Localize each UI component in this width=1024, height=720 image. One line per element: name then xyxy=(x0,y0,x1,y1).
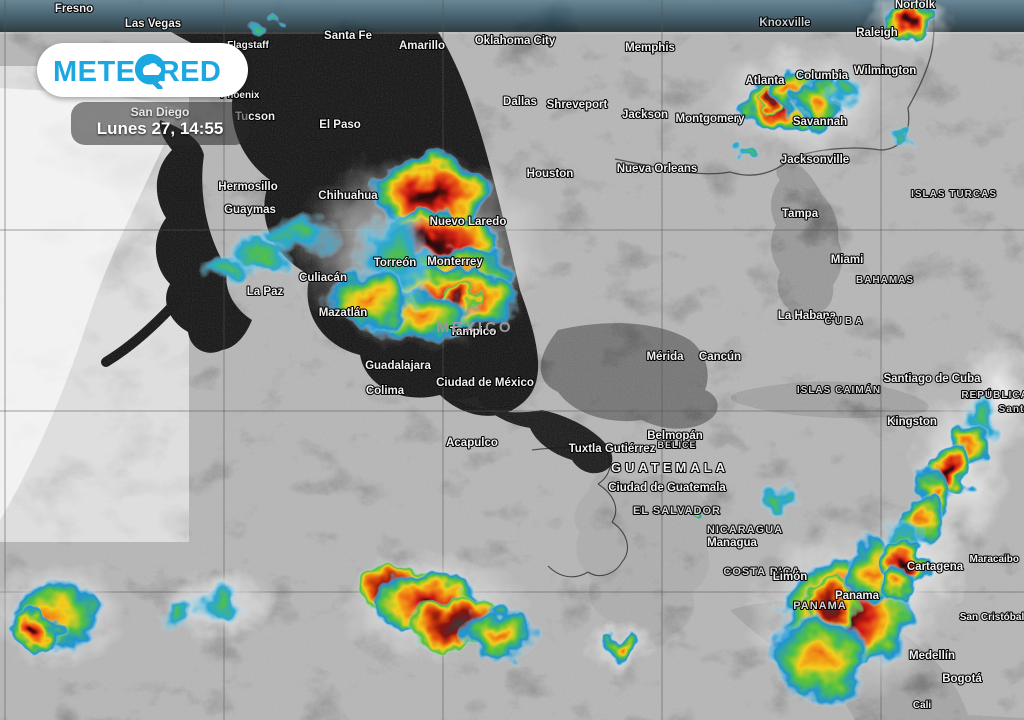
svg-text:Hermosillo: Hermosillo xyxy=(218,181,277,193)
svg-text:Monterrey: Monterrey xyxy=(427,256,483,268)
svg-text:Miami: Miami xyxy=(831,254,864,266)
svg-text:Shreveport: Shreveport xyxy=(547,99,608,111)
svg-text:Panama: Panama xyxy=(835,590,880,602)
svg-text:Houston: Houston xyxy=(527,168,574,180)
svg-text:Knoxville: Knoxville xyxy=(759,17,810,29)
svg-text:Montgomery: Montgomery xyxy=(676,113,746,125)
svg-text:GUATEMALA: GUATEMALA xyxy=(611,460,729,475)
svg-text:Memphis: Memphis xyxy=(625,42,675,54)
svg-text:El Paso: El Paso xyxy=(319,119,361,131)
svg-text:Limón: Limón xyxy=(773,571,808,583)
svg-text:Bogotá: Bogotá xyxy=(942,673,982,685)
svg-text:Amarillo: Amarillo xyxy=(399,40,445,52)
svg-text:Santa Fe: Santa Fe xyxy=(324,30,372,42)
svg-text:Mérida: Mérida xyxy=(646,351,684,363)
svg-text:Colima: Colima xyxy=(366,385,405,397)
svg-text:Raleigh: Raleigh xyxy=(856,27,898,39)
svg-text:Managua: Managua xyxy=(707,537,757,549)
svg-text:ISLAS TURCAS: ISLAS TURCAS xyxy=(911,189,997,200)
svg-text:Cancún: Cancún xyxy=(699,351,741,363)
svg-text:EL SALVADOR: EL SALVADOR xyxy=(633,505,721,517)
svg-text:Kingston: Kingston xyxy=(887,416,937,428)
svg-text:Savannah: Savannah xyxy=(793,116,847,128)
svg-text:Mazatlán: Mazatlán xyxy=(319,307,368,319)
svg-text:Nueva Orleans: Nueva Orleans xyxy=(617,163,698,175)
svg-text:Fresno: Fresno xyxy=(55,3,93,15)
svg-text:Nuevo Laredo: Nuevo Laredo xyxy=(430,216,507,228)
svg-text:Columbia: Columbia xyxy=(796,70,849,82)
svg-text:Guaymas: Guaymas xyxy=(224,204,276,216)
svg-text:Santiago de Cuba: Santiago de Cuba xyxy=(883,373,981,385)
svg-text:Norfolk: Norfolk xyxy=(895,0,936,11)
svg-text:REPÚBLICA: REPÚBLICA xyxy=(961,388,1024,401)
svg-text:Guadalajara: Guadalajara xyxy=(365,360,431,372)
svg-text:Jackson: Jackson xyxy=(622,109,668,121)
svg-text:Tampa: Tampa xyxy=(782,208,819,220)
svg-text:Chihuahua: Chihuahua xyxy=(318,190,378,202)
svg-text:Ciudad de México: Ciudad de México xyxy=(436,377,534,389)
svg-text:Medellín: Medellín xyxy=(909,650,955,662)
svg-text:Maracaibo: Maracaibo xyxy=(970,554,1019,565)
svg-text:Cartagena: Cartagena xyxy=(907,561,964,573)
svg-text:Santo: Santo xyxy=(999,404,1024,415)
svg-text:Acapulco: Acapulco xyxy=(446,437,498,449)
svg-text:ISLAS CAIMÁN: ISLAS CAIMÁN xyxy=(797,383,881,396)
svg-text:Cali: Cali xyxy=(913,700,932,711)
svg-text:CUBA: CUBA xyxy=(825,316,866,327)
svg-text:Culiacán: Culiacán xyxy=(299,272,347,284)
svg-text:Torreón: Torreón xyxy=(374,257,417,269)
svg-text:NICARAGUA: NICARAGUA xyxy=(707,524,783,536)
svg-text:Jacksonville: Jacksonville xyxy=(781,154,849,166)
svg-text:Tuxtla Gutiérrez: Tuxtla Gutiérrez xyxy=(569,443,656,455)
svg-text:La Paz: La Paz xyxy=(247,286,284,298)
svg-text:BELICE: BELICE xyxy=(657,440,696,450)
svg-text:Dallas: Dallas xyxy=(503,96,537,108)
svg-text:Oklahoma City: Oklahoma City xyxy=(475,35,556,47)
svg-text:Atlanta: Atlanta xyxy=(746,75,786,87)
svg-text:Las Vegas: Las Vegas xyxy=(125,18,181,30)
svg-text:Wilmington: Wilmington xyxy=(854,65,917,77)
svg-text:San Cristóbal: San Cristóbal xyxy=(960,612,1024,623)
svg-text:MEXICO: MEXICO xyxy=(436,319,513,336)
svg-text:BAHAMAS: BAHAMAS xyxy=(856,275,914,286)
svg-text:Ciudad de Guatemala: Ciudad de Guatemala xyxy=(608,482,726,494)
